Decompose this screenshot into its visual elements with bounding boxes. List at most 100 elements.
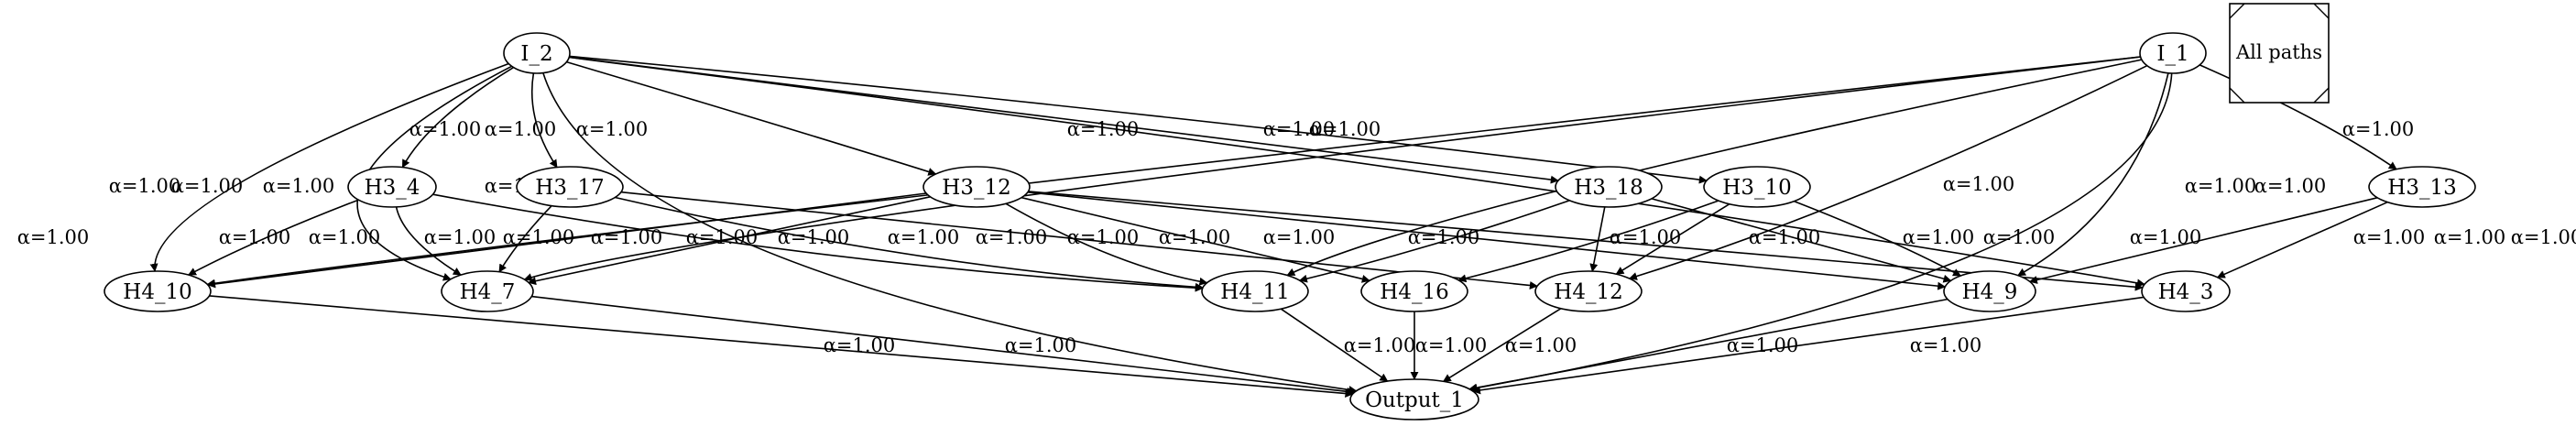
- edge-label-I_2-to-H3_4: α=1.00: [409, 118, 482, 140]
- edge-label-H3_12-to-H4_11: α=1.00: [976, 226, 1048, 248]
- edge-label-I_2-to-H3_10: α=1.00: [1309, 118, 1381, 140]
- edge-label-H3_18-to-H4_9: α=1.00: [1408, 226, 1480, 248]
- edge-H3_12-to-H4_10: [207, 192, 927, 289]
- node-label-H4_9: H4_9: [1962, 280, 2018, 304]
- edge-label-H3_17-to-H4_7: α=1.00: [503, 226, 575, 248]
- node-H4_10[interactable]: H4_10: [104, 270, 212, 312]
- node-label-H3_4: H3_4: [365, 176, 420, 200]
- edge-I_1-to-H4_9: [2017, 72, 2169, 277]
- edge-I_2-to-Output_1: [542, 72, 1358, 394]
- edge-label-H4_10-to-Output_1: α=1.00: [824, 334, 896, 356]
- edge-label-H3_4-to-H4_7: α=1.00: [309, 226, 381, 248]
- edge-H4_12-to-Output_1: [1442, 308, 1562, 383]
- edge-H3_18-to-H4_12: [1589, 206, 1606, 272]
- nodes-layer: I_2 I_1 H3_4 H3_17 H3_12 H3_18 H3_10 H3: [104, 32, 2476, 421]
- edge-label-I_1-to-H4_9: α=1.00: [2254, 175, 2327, 197]
- edge-I_1-to-Output_1: [1468, 72, 2173, 392]
- node-H4_9[interactable]: H4_9: [1943, 270, 2036, 312]
- edge-label-I_1-to-H3_13: α=1.00: [2342, 118, 2415, 140]
- edge-label-H4_12-to-Output_1: α=1.00: [1505, 334, 1577, 356]
- edge-label-H3_12-to-H4_16: α=1.00: [1067, 226, 1140, 248]
- node-H3_18[interactable]: H3_18: [1555, 166, 1663, 208]
- edge-label-H3_17-to-H4_11: α=1.00: [591, 226, 663, 248]
- edge-label-H3_10-to-H4_9: α=1.00: [1983, 226, 2056, 248]
- edge-label-I_2-to-H4_7: α=1.00: [171, 175, 244, 197]
- edge-label-H4_16-to-Output_1: α=1.00: [1415, 334, 1488, 356]
- edge-H4_7-to-Output_1: [531, 295, 1356, 396]
- node-label-H3_17: H3_17: [535, 176, 604, 200]
- edge-H3_4-to-H4_11: [432, 193, 1204, 292]
- edge-label-H3_12-to-H4_10: α=1.00: [686, 226, 759, 248]
- edge-label-I_2-to-H3_18: α=1.00: [1263, 118, 1336, 140]
- edge-label-I_2-to-H3_17: α=1.00: [485, 118, 557, 140]
- node-H4_16[interactable]: H4_16: [1360, 270, 1468, 312]
- edge-H3_10-to-H4_12: [1615, 203, 1730, 275]
- edge-H3_10-to-H4_9: [1794, 200, 1961, 277]
- edge-label-H4_9-to-Output_1: α=1.00: [1727, 334, 1799, 356]
- edge-label-I_1-to-H4_10: α=1.00: [263, 175, 335, 197]
- edge-H4_3-to-Output_1: [1472, 296, 2145, 395]
- node-H3_10[interactable]: H3_10: [1703, 166, 1811, 208]
- edge-I_2-to-H3_17: [530, 72, 558, 169]
- node-H3_12[interactable]: H3_12: [922, 166, 1031, 208]
- node-label-H4_11: H4_11: [1220, 280, 1289, 304]
- node-I_2[interactable]: I_2: [503, 32, 571, 74]
- node-label-H4_10: H4_10: [123, 280, 191, 304]
- edge-label-H3_17-to-H4_12: α=1.00: [888, 226, 960, 248]
- edge-I_2-to-H3_4: [401, 66, 515, 169]
- edge-label-I_1-to-H4_11: α=1.00: [1067, 118, 1140, 140]
- edge-label-H3_12-to-H4_7: α=1.00: [778, 226, 850, 248]
- node-H4_11[interactable]: H4_11: [1201, 270, 1309, 312]
- node-label-Output_1: Output_1: [1365, 388, 1464, 412]
- edge-I_2-to-H3_10: [569, 55, 1708, 184]
- legend-label: All paths: [2235, 41, 2322, 63]
- edge-H3_12-to-H4_16: [1021, 196, 1370, 283]
- node-I_1[interactable]: I_1: [2139, 32, 2207, 74]
- edge-label-I_2-to-H3_12: α=1.00: [576, 118, 649, 140]
- edge-H3_18-to-H4_11: [1298, 200, 1570, 283]
- node-label-H3_10: H3_10: [1722, 176, 1791, 200]
- edge-label-H3_10-to-H4_12: α=1.00: [1903, 226, 1975, 248]
- edge-H3_13-to-H4_3: [2216, 201, 2388, 279]
- edge-H3_10-to-H4_16: [1457, 200, 1719, 283]
- node-H3_4[interactable]: H3_4: [347, 166, 437, 208]
- edge-label-H3_18-to-H4_11: α=1.00: [1263, 226, 1336, 248]
- edge-H4_9-to-Output_1: [1468, 298, 1948, 392]
- edge-label-I_1-to-H4_12: α=1.00: [2185, 175, 2257, 197]
- node-label-H3_12: H3_12: [942, 176, 1010, 200]
- node-H4_7[interactable]: H4_7: [441, 270, 534, 312]
- edge-I_1-to-H4_12: [1628, 64, 2148, 280]
- node-label-H3_18: H3_18: [1574, 176, 1643, 200]
- edge-I_2-to-H3_12: [566, 60, 937, 176]
- edge-label-H3_4-to-H4_11: α=1.00: [424, 226, 497, 248]
- node-label-H4_3: H4_3: [2158, 280, 2214, 304]
- edge-H3_4-to-H4_7: [395, 206, 462, 276]
- edge-I_2-to-H4_10: [149, 62, 509, 272]
- node-label-I_1: I_1: [2156, 42, 2189, 66]
- edge-H3_17-to-H4_11: [615, 196, 1204, 291]
- edge-label-H3_18-to-H4_12: α=1.00: [1610, 226, 1682, 248]
- node-H4_12[interactable]: H4_12: [1534, 270, 1643, 312]
- node-H3_17[interactable]: H3_17: [516, 166, 624, 208]
- edge-label-H3_12-to-H4_3: α=1.00: [2130, 226, 2202, 248]
- edge-label-I_2-to-H4_10: α=1.00: [109, 175, 181, 197]
- edge-labels-layer: α=1.00 α=1.00 α=1.00 α=1.00α=1.00α=1.00α=1.…: [17, 118, 2576, 356]
- edge-H3_4-to-H4_10: [188, 199, 359, 276]
- node-H3_13[interactable]: H3_13: [2368, 166, 2476, 208]
- legend-box: [2229, 3, 2330, 104]
- edge-H3_18-to-H4_9: [1651, 198, 1952, 283]
- edge-label-H4_7-to-Output_1: α=1.00: [1005, 334, 1077, 356]
- node-H4_3[interactable]: H4_3: [2141, 270, 2231, 312]
- node-label-H4_12: H4_12: [1554, 280, 1622, 304]
- node-label-H4_16: H4_16: [1380, 280, 1448, 304]
- edge-label-H4_11-to-Output_1: α=1.00: [1344, 334, 1416, 356]
- node-Output_1[interactable]: Output_1: [1349, 378, 1479, 421]
- edge-H3_12-to-H4_11: [1005, 202, 1208, 286]
- edge-label-I_2-to-Output_1: α=1.00: [17, 226, 90, 248]
- edge-label-I_2-to-H4_3: α=1.00: [1943, 173, 2015, 195]
- edge-label-H3_13-to-H4_3: α=1.00: [2434, 226, 2506, 248]
- edge-H3_12-to-H4_9: [1027, 191, 1947, 290]
- edge-label-H3_13-to-H4_9: α=1.00: [2353, 226, 2426, 248]
- legend: All paths: [2229, 3, 2330, 104]
